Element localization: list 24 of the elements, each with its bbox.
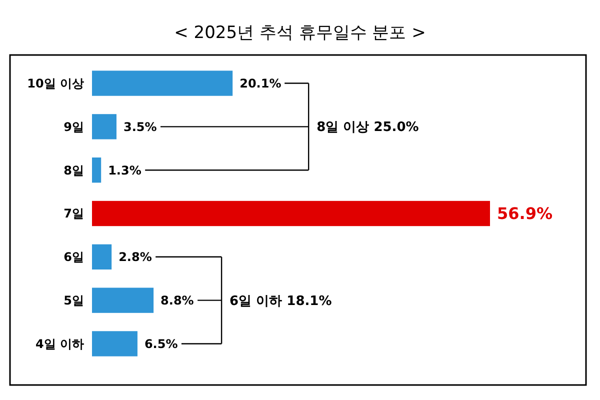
bar: [92, 200, 490, 226]
data-label: 20.1%: [240, 76, 282, 90]
data-label: 2.8%: [118, 250, 152, 264]
data-label: 8.8%: [160, 294, 194, 308]
annotation: 6일 이하 18.1%: [230, 294, 332, 309]
chart-title: < 2025년 추석 휴무일수 분포 >: [174, 23, 426, 43]
bar: [92, 70, 233, 96]
annotation: 8일 이상 25.0%: [316, 120, 419, 136]
data-label: 3.5%: [123, 120, 157, 134]
bar: [92, 331, 138, 356]
data-label: 56.9%: [497, 204, 553, 224]
y-tick-label: 7일: [64, 206, 84, 221]
y-tick-label: 6일: [64, 250, 84, 264]
bar: [92, 114, 116, 140]
y-tick-label: 4일 이하: [35, 336, 84, 351]
bar: [92, 288, 154, 313]
y-tick-label: 9일: [64, 120, 84, 134]
y-tick-label: 5일: [64, 294, 84, 308]
data-label: 6.5%: [144, 336, 178, 351]
y-tick-label: 10일 이상: [27, 76, 84, 90]
data-label: 1.3%: [108, 163, 142, 178]
bar: [92, 244, 112, 270]
bar: [92, 158, 102, 183]
y-tick-label: 8일: [64, 163, 84, 178]
